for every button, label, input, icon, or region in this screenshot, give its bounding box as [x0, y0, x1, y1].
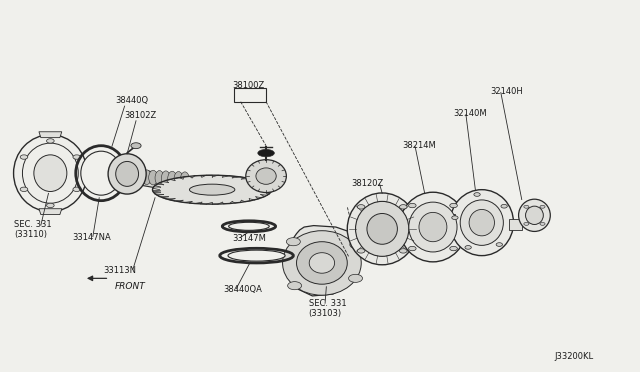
Ellipse shape	[246, 160, 286, 193]
Circle shape	[540, 205, 545, 208]
Text: 32140M: 32140M	[453, 109, 487, 118]
Circle shape	[524, 222, 529, 225]
Circle shape	[73, 187, 81, 192]
Ellipse shape	[116, 161, 138, 186]
Ellipse shape	[518, 199, 550, 231]
Ellipse shape	[469, 209, 495, 236]
Ellipse shape	[296, 242, 348, 284]
Circle shape	[408, 203, 416, 208]
Ellipse shape	[258, 150, 275, 157]
Ellipse shape	[399, 192, 467, 262]
Ellipse shape	[309, 253, 335, 273]
Ellipse shape	[525, 206, 543, 224]
Circle shape	[73, 155, 81, 159]
Text: (33110): (33110)	[14, 230, 47, 239]
Ellipse shape	[256, 168, 276, 184]
Polygon shape	[291, 225, 356, 296]
Text: SEC. 331: SEC. 331	[308, 299, 346, 308]
Ellipse shape	[142, 170, 151, 185]
Ellipse shape	[348, 193, 417, 265]
Text: 38102Z: 38102Z	[125, 111, 157, 120]
Ellipse shape	[168, 171, 177, 186]
Circle shape	[349, 274, 362, 282]
Text: 32140H: 32140H	[490, 87, 523, 96]
Circle shape	[452, 216, 458, 219]
Ellipse shape	[180, 172, 189, 186]
Ellipse shape	[228, 250, 285, 261]
Circle shape	[286, 238, 300, 246]
Circle shape	[47, 139, 54, 143]
Ellipse shape	[155, 171, 164, 185]
Text: FRONT: FRONT	[115, 282, 145, 291]
Ellipse shape	[450, 190, 513, 256]
Ellipse shape	[367, 214, 397, 244]
Polygon shape	[39, 132, 62, 138]
Circle shape	[357, 205, 365, 209]
Text: J33200KL: J33200KL	[555, 352, 594, 361]
Text: 33113N: 33113N	[103, 266, 136, 275]
Circle shape	[20, 187, 28, 192]
Circle shape	[408, 246, 416, 251]
Ellipse shape	[409, 202, 457, 252]
Ellipse shape	[161, 171, 170, 186]
Ellipse shape	[460, 200, 503, 246]
Circle shape	[496, 243, 502, 246]
Circle shape	[399, 205, 407, 209]
Circle shape	[465, 246, 471, 249]
Text: 38120Z: 38120Z	[352, 179, 384, 187]
Circle shape	[399, 249, 407, 253]
Circle shape	[450, 246, 458, 251]
Text: SEC. 331: SEC. 331	[14, 220, 52, 229]
Text: 38214M: 38214M	[403, 141, 436, 150]
Circle shape	[47, 203, 54, 208]
Ellipse shape	[189, 184, 235, 195]
Text: 38440Q: 38440Q	[116, 96, 149, 105]
Circle shape	[287, 282, 301, 290]
Text: 33147NA: 33147NA	[72, 233, 111, 242]
Circle shape	[131, 143, 141, 149]
Polygon shape	[187, 176, 195, 198]
Ellipse shape	[356, 201, 409, 256]
Circle shape	[540, 222, 545, 225]
Text: 38100Z: 38100Z	[232, 81, 265, 90]
Ellipse shape	[283, 231, 361, 295]
Ellipse shape	[228, 222, 269, 230]
Circle shape	[474, 193, 480, 196]
Bar	[234, 88, 266, 102]
Polygon shape	[442, 214, 454, 224]
Circle shape	[501, 205, 508, 208]
Ellipse shape	[152, 175, 272, 204]
Ellipse shape	[81, 151, 122, 195]
Circle shape	[524, 205, 529, 208]
Text: (33103): (33103)	[308, 309, 342, 318]
Circle shape	[357, 249, 365, 253]
Ellipse shape	[108, 154, 146, 194]
Ellipse shape	[174, 171, 183, 186]
Circle shape	[450, 203, 458, 208]
Polygon shape	[39, 209, 62, 215]
Ellipse shape	[419, 212, 447, 242]
Text: 38440QA: 38440QA	[223, 285, 262, 294]
Text: 33147M: 33147M	[232, 234, 266, 243]
Ellipse shape	[34, 155, 67, 192]
Circle shape	[350, 241, 364, 248]
Polygon shape	[139, 169, 187, 193]
Circle shape	[20, 155, 28, 159]
Ellipse shape	[148, 170, 157, 185]
Ellipse shape	[13, 135, 87, 212]
Polygon shape	[509, 219, 522, 230]
